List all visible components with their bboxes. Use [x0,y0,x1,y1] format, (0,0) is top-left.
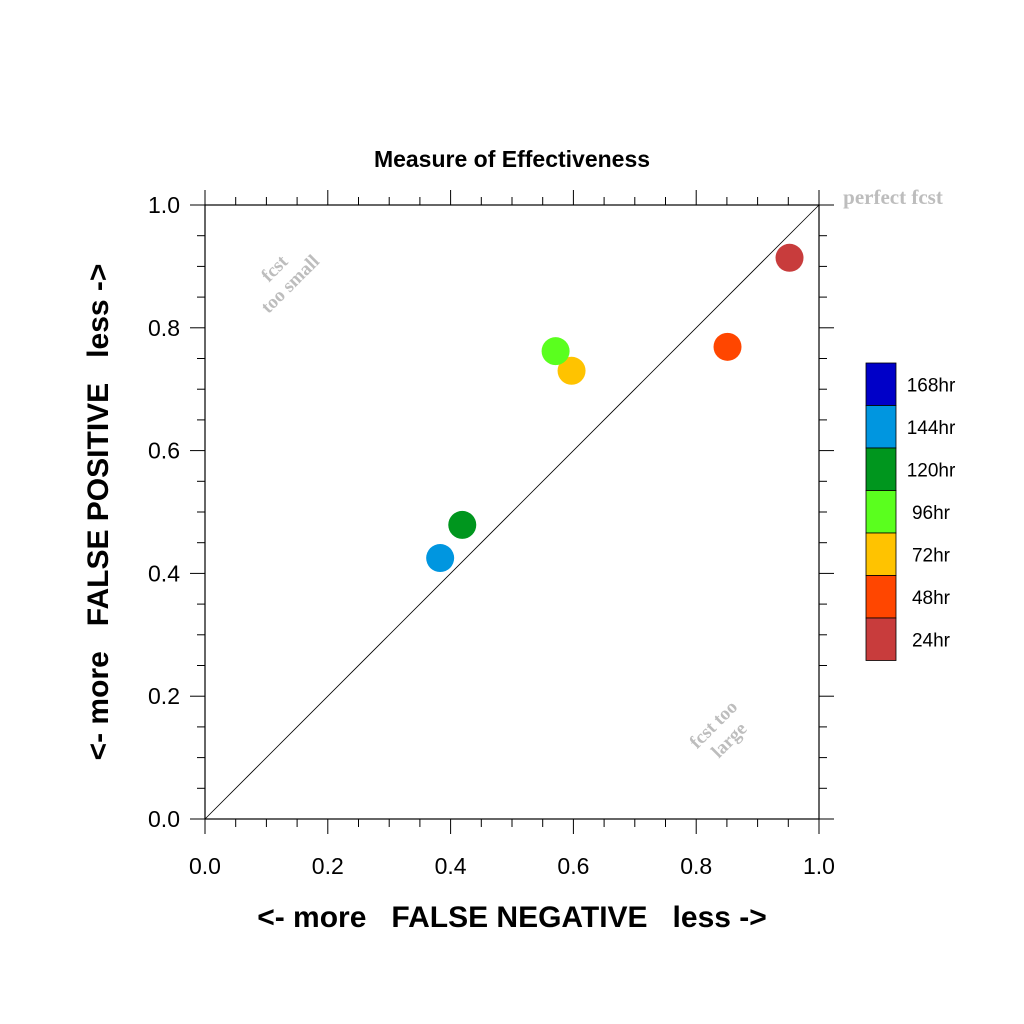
point-96hr [541,337,570,366]
legend-swatch-168hr [865,362,897,406]
legend-label-72hr: 72hr [912,545,951,566]
legend-swatch-144hr [865,405,897,449]
y-axis-label: <- more FALSE POSITIVE less -> [82,264,115,761]
x-tick-label: 0.4 [435,853,467,879]
legend-swatch-24hr [865,617,897,661]
point-48hr [713,332,742,361]
y-tick-labels: 0.0 0.2 0.4 0.6 0.8 1.0 [148,192,180,832]
legend-label-120hr: 120hr [907,460,956,481]
x-tick-label: 0.0 [189,853,221,879]
data-points [426,243,804,573]
x-tick-label: 0.8 [680,853,712,879]
chart-title: Measure of Effectiveness [374,146,650,172]
y-tick-label: 0.6 [148,438,180,464]
x-tick-label: 1.0 [803,853,835,879]
point-120hr [448,510,477,539]
x-tick-label: 0.6 [557,853,589,879]
x-axis-label: <- more FALSE NEGATIVE less -> [257,901,767,934]
legend-label-168hr: 168hr [907,375,956,396]
too-large-annotation: fcst too large [686,697,752,763]
legend-label-24hr: 24hr [912,630,951,651]
y-tick-label: 1.0 [148,192,180,218]
legend: 168hr 144hr 120hr 96hr 72hr 48hr 24hr [865,362,956,661]
legend-label-96hr: 96hr [912,503,951,524]
legend-swatch-96hr [865,490,897,534]
y-tick-label: 0.2 [148,683,180,709]
too-small-annotation: fcst too small [257,251,324,318]
legend-swatch-120hr [865,447,897,491]
axis-ticks [190,190,834,834]
x-tick-labels: 0.0 0.2 0.4 0.6 0.8 1.0 [189,853,835,879]
point-144hr [426,544,455,573]
perfect-fcst-annotation: perfect fcst [843,185,943,209]
point-24hr [775,243,804,272]
y-tick-label: 0.8 [148,315,180,341]
y-tick-label: 0.4 [148,560,180,586]
x-tick-label: 0.2 [312,853,344,879]
legend-swatch-72hr [865,532,897,576]
legend-label-144hr: 144hr [907,418,956,439]
y-tick-label: 0.0 [148,806,180,832]
diagonal-reference-line [204,204,820,820]
point-72hr [557,356,586,385]
legend-label-48hr: 48hr [912,588,951,609]
legend-swatch-48hr [865,575,897,619]
